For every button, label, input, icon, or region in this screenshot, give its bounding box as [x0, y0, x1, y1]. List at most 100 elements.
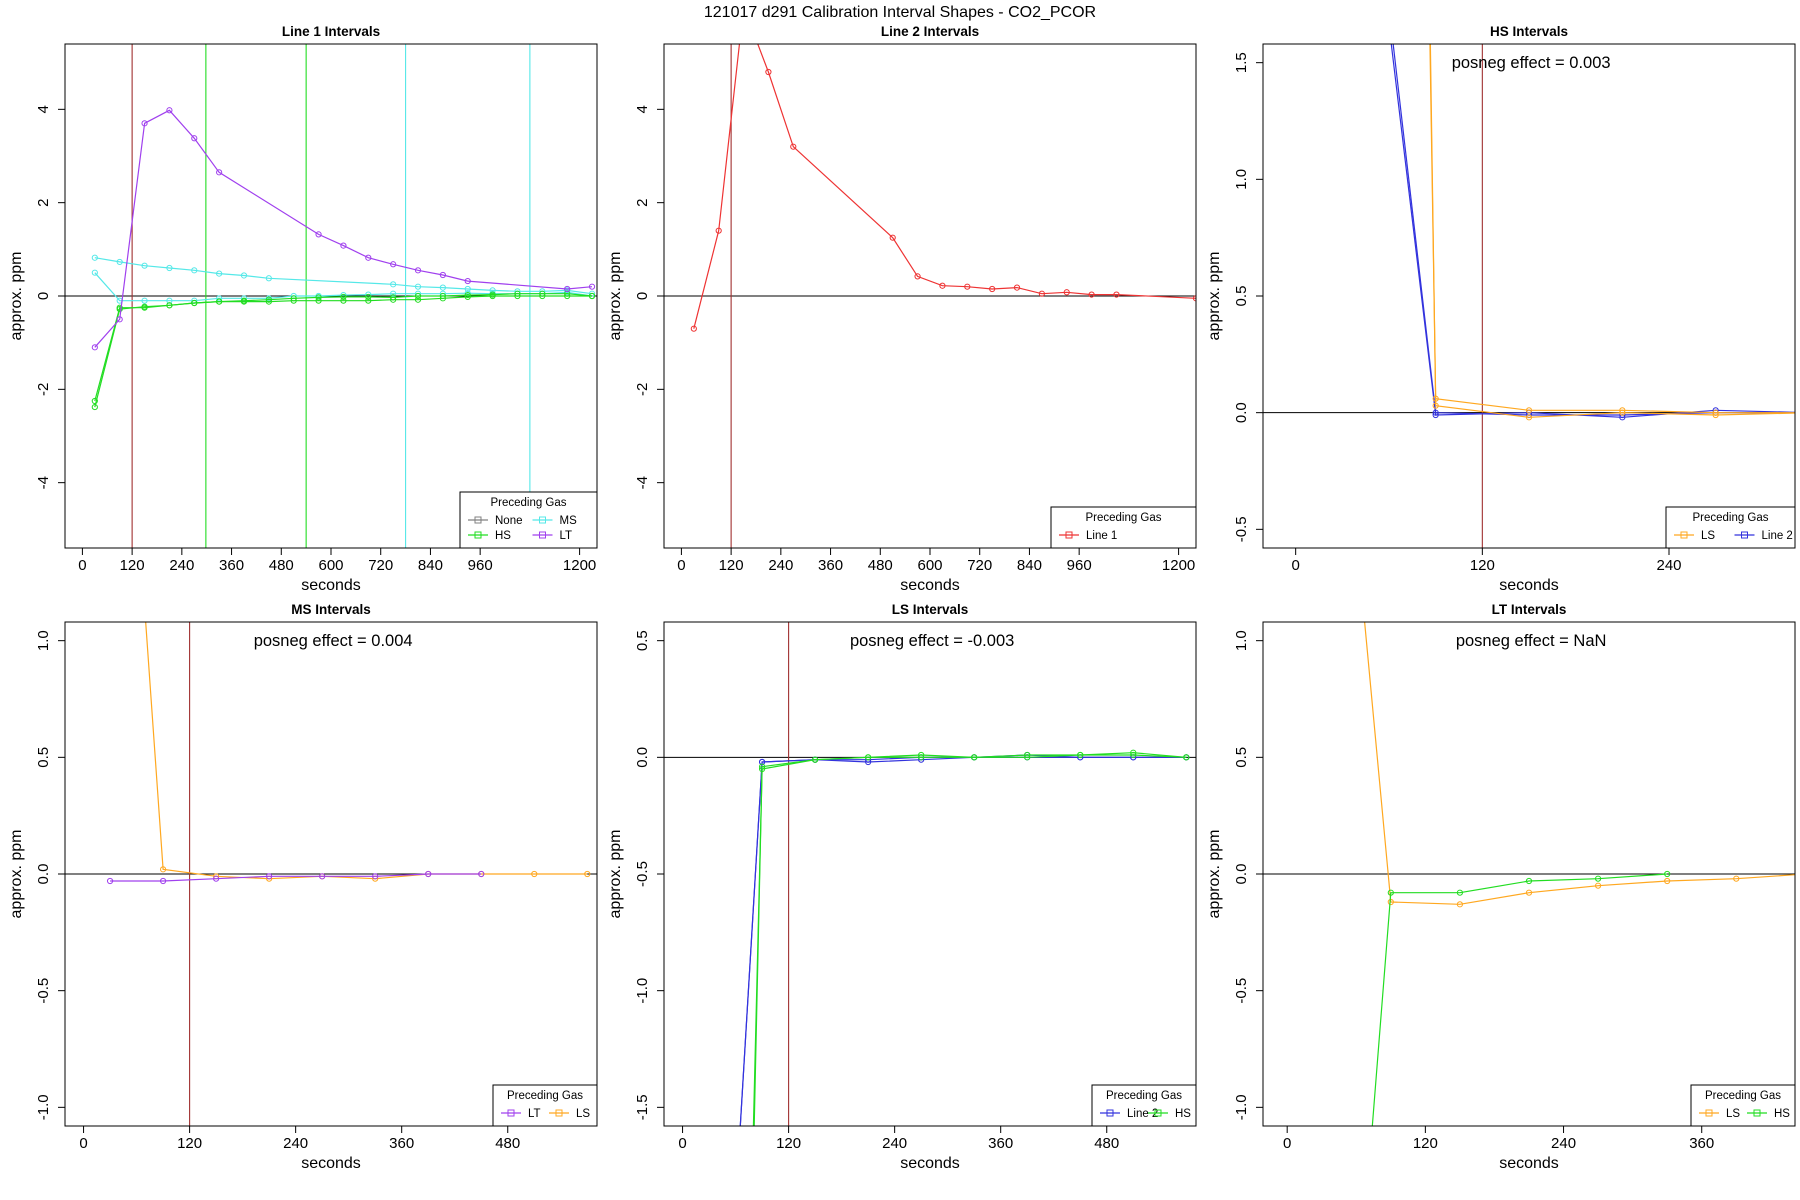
y-axis: -4 -2 0 2 4 approx. ppm [607, 105, 665, 489]
legend-box [1050, 506, 1197, 549]
data-point [265, 298, 272, 305]
data-point [588, 292, 596, 300]
data-point [865, 754, 872, 761]
y-tick-label: -4 [634, 476, 651, 489]
legend-box [1091, 1084, 1197, 1127]
data-point [478, 870, 485, 878]
legend-label: LT [560, 530, 573, 542]
y-tick-label: 4 [634, 105, 651, 113]
series-lt [91, 107, 596, 351]
legend-swatch-marker [507, 1109, 515, 1117]
data-point [390, 294, 397, 301]
data-point [265, 296, 272, 303]
legend-title: Preceding Gas [490, 497, 566, 509]
data-point [531, 870, 538, 878]
data-point [159, 866, 167, 873]
data-point [1456, 901, 1464, 908]
data-point [1733, 875, 1740, 882]
data-point [240, 272, 248, 279]
data-point [464, 293, 471, 301]
data-point [365, 254, 372, 261]
legend-label: Line 1 [1086, 530, 1117, 542]
data-point [91, 269, 98, 276]
legend-swatch-marker [539, 516, 546, 524]
y-axis: -1.5 -1.0 -0.5 0.0 0.5 approx. ppm [607, 630, 665, 1120]
x-tick-label: 240 [768, 557, 793, 574]
series-line [752, 754, 1187, 1126]
x-axis-label: seconds [301, 1155, 361, 1172]
legend-label: HS [1175, 1108, 1191, 1120]
legend-swatch-marker [1741, 531, 1748, 539]
x-tick-label: 240 [1551, 1135, 1576, 1152]
y-tick-label: 0.0 [35, 864, 52, 885]
legend-title: Preceding Gas [1085, 512, 1161, 524]
x-axis-label: seconds [900, 577, 960, 594]
x-tick-label: 600 [917, 557, 942, 574]
posneg-annotation: posneg effect = 0.003 [1452, 54, 1611, 72]
legend-label: HS [495, 530, 511, 542]
legend: Preceding Gas Line 1 [1050, 506, 1197, 549]
legend-entry: Line 2 [1734, 530, 1793, 542]
x-tick-label: 240 [882, 1135, 907, 1152]
x-tick-label: 480 [1094, 1135, 1119, 1152]
y-tick-label: -4 [35, 476, 52, 489]
series-line [110, 873, 482, 882]
data-point [737, 1128, 742, 1133]
legend-box [1690, 1084, 1796, 1127]
posneg-annotation: posneg effect = NaN [1456, 632, 1607, 650]
data-point [372, 873, 379, 880]
x-tick-label: 240 [1656, 557, 1681, 574]
x-axis: 0 120 240 360 480 seconds [79, 1125, 520, 1172]
x-tick-label: 600 [318, 557, 343, 574]
y-tick-label: -1.5 [634, 1094, 651, 1120]
data-point [765, 68, 772, 76]
legend-entry: Line 2 [1100, 1108, 1158, 1120]
data-point [439, 271, 446, 279]
x-axis-label: seconds [900, 1155, 960, 1172]
data-point [1088, 291, 1095, 298]
data-point [390, 281, 397, 288]
legend-label: MS [560, 515, 578, 527]
series-line-2 [739, 754, 1190, 1126]
y-tick-label: -1.0 [634, 978, 651, 1004]
legend-title: Preceding Gas [507, 1090, 583, 1102]
data-point [1130, 749, 1137, 756]
legend-label: None [495, 515, 523, 527]
x-tick-label: 480 [868, 557, 893, 574]
data-point [141, 262, 148, 269]
x-tick-label: 120 [120, 557, 145, 574]
series-hs [91, 292, 596, 405]
legend-swatch-marker [1753, 1109, 1761, 1117]
x-tick-label: 120 [719, 557, 744, 574]
legend-title: Preceding Gas [1692, 512, 1768, 524]
data-point [116, 316, 123, 323]
data-point [939, 282, 946, 289]
data-point [166, 297, 173, 304]
data-point [216, 298, 223, 305]
data-point [266, 873, 273, 880]
legend-label: HS [1774, 1108, 1790, 1120]
data-point [91, 403, 98, 411]
data-point [290, 295, 297, 302]
legend: Preceding Gas LS HS [1690, 1084, 1796, 1127]
data-point [889, 234, 896, 241]
data-point [315, 297, 322, 304]
series-line-1 [690, 44, 1196, 332]
legend-entry: LS [549, 1108, 590, 1120]
data-point [1387, 889, 1394, 896]
x-tick-label: 240 [283, 1135, 308, 1152]
data-point [539, 290, 546, 297]
series-line [1371, 873, 1668, 1126]
data-point [191, 267, 198, 274]
legend-entry: Line 1 [1059, 530, 1117, 542]
data-point [315, 231, 322, 238]
data-point [414, 292, 422, 300]
data-point [964, 283, 971, 290]
x-tick-label: 360 [219, 557, 244, 574]
legend-entry: LS [1674, 530, 1715, 542]
series-ms [91, 254, 596, 297]
panel-title: Line 1 Intervals [282, 24, 380, 39]
